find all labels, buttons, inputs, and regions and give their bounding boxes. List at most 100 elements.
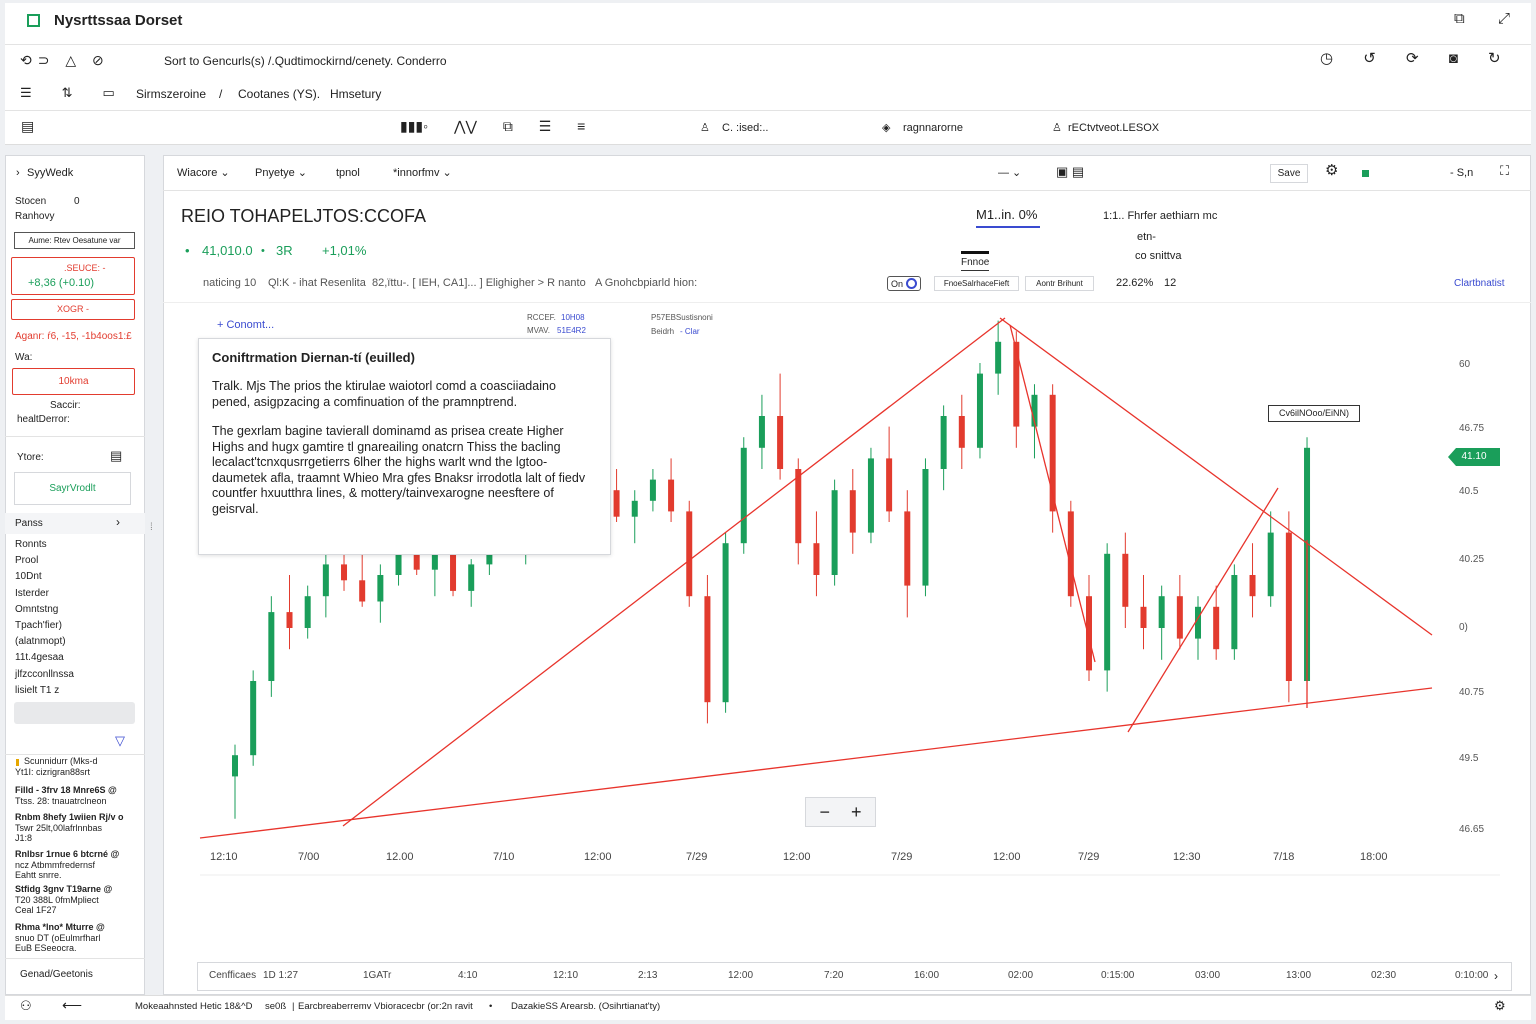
sidebar-header[interactable]: SyyWedk — [27, 167, 74, 179]
tab-label[interactable]: *innorfmv — [393, 167, 440, 179]
trendline — [1127, 487, 1279, 733]
candle-body — [1122, 553, 1129, 607]
crumb[interactable]: Sirmszeroine — [136, 87, 207, 101]
tool-item[interactable]: ♙ — [1052, 122, 1062, 134]
source-box[interactable] — [11, 257, 135, 295]
timeline — [197, 962, 1512, 991]
status-text: se0ß — [265, 1001, 287, 1012]
resizer[interactable]: ⁞ — [150, 522, 153, 533]
tool-item[interactable]: C. :ised:.. — [722, 122, 769, 134]
tab[interactable]: tpnol — [336, 167, 360, 179]
tab-label[interactable]: Pnyetye — [255, 167, 295, 179]
nav-icons[interactable]: ⟲⊃ △ ⊘ — [20, 52, 110, 68]
change: +1,01% — [322, 243, 367, 258]
sidebar-header[interactable]: › — [16, 167, 20, 179]
address[interactable]: Sort to Gencurls(s) /.Qudtimockirnd/cene… — [164, 54, 447, 68]
button[interactable]: XOGR - — [11, 299, 135, 320]
timeline-label: 12:00 — [728, 970, 754, 981]
tool-item[interactable]: ♙ — [700, 122, 710, 134]
label: Stocen — [15, 196, 47, 207]
icons[interactable]: ▣ ▤ — [1056, 164, 1085, 179]
icon[interactable]: ▤ — [110, 448, 123, 463]
candle-body — [250, 681, 257, 756]
desc: co snittva — [1135, 250, 1182, 262]
y-tick-label: 49.5 — [1459, 753, 1479, 764]
divider — [5, 44, 1531, 45]
x-tick-label: 7/29 — [1078, 851, 1100, 863]
news-line: Ceal 1F27 — [15, 905, 57, 915]
timeline-label: 4:10 — [458, 970, 478, 981]
timeline-label: 0:15:00 — [1101, 970, 1135, 981]
section-title[interactable]: Panss — [15, 518, 43, 529]
app-icon — [27, 14, 40, 27]
news-line: EuB ESeeocra. — [15, 943, 77, 953]
tool-item[interactable]: ◈ — [882, 122, 891, 134]
link[interactable]: Clartbnatist — [1454, 278, 1505, 289]
label: Saccir: — [50, 400, 81, 411]
legend: P57EBSustisnoni — [651, 313, 713, 322]
candle-body — [1067, 511, 1074, 597]
chevron[interactable]: › — [1494, 969, 1498, 983]
icon[interactable]: ⤢ — [1498, 10, 1511, 27]
toggle-label[interactable]: On — [891, 279, 904, 289]
select[interactable]: Aume: Rtev Oesatune var — [14, 232, 135, 249]
button[interactable]: 10kma — [12, 368, 135, 395]
tab-label[interactable]: Wiacore — [177, 167, 218, 179]
label: Wa: — [15, 352, 33, 363]
chevron[interactable]: › — [116, 515, 120, 529]
search[interactable] — [14, 702, 135, 724]
fullscreen[interactable]: ⛶ — [1500, 163, 1510, 178]
candle-body — [649, 479, 656, 501]
list-item: Ronnts — [15, 539, 47, 550]
menu-icons[interactable]: ☰⇅▭ — [20, 85, 145, 100]
back-arrow[interactable]: ⟵ — [62, 997, 83, 1013]
icon[interactable]: ⧉ — [1454, 10, 1465, 27]
candle-body — [1104, 553, 1111, 671]
footer[interactable]: Genad/Geetonis — [20, 969, 93, 980]
button[interactable]: FnoeSalrhaceFieft — [934, 276, 1019, 291]
tab[interactable]: *innorfmv ⌄ — [393, 167, 452, 179]
zoom-controls[interactable]: − + — [805, 797, 876, 827]
candle-body — [286, 612, 293, 628]
add-indicator[interactable]: + Conomt... — [217, 319, 275, 331]
section[interactable] — [5, 513, 145, 534]
crumb[interactable]: Hmsetury — [330, 87, 382, 101]
divider — [5, 958, 145, 959]
chart-tools[interactable]: ▮▮▮◦ ⋀⋁ ⧉ ☰ ≡ — [400, 118, 586, 134]
timeline-label: 13:00 — [1286, 970, 1312, 981]
tab[interactable]: Pnyetye ⌄ — [255, 167, 308, 179]
mode[interactable]: M1..in. 0% — [976, 208, 1040, 228]
tool-icons[interactable]: ◷ ↺ ⟳ ◙ ↻ — [1320, 50, 1501, 67]
x-tick-label: 12:30 — [1173, 851, 1201, 863]
x-tick-label: 12:00 — [584, 851, 612, 863]
tool-item[interactable]: rECtvtveot.LESOX — [1068, 122, 1160, 134]
y-tick-label: 0) — [1459, 622, 1468, 633]
filter-icon[interactable]: ▽ — [115, 733, 125, 748]
timeline-label: 16:00 — [914, 970, 940, 981]
settings-icon[interactable]: ⚙ — [1494, 998, 1506, 1013]
marker — [16, 759, 19, 766]
crumb[interactable]: Cootanes (YS). — [238, 87, 321, 101]
candle-body — [413, 553, 420, 570]
candle-body — [886, 458, 893, 512]
tab[interactable]: Wiacore ⌄ — [177, 167, 230, 179]
dropdown[interactable]: — ⌄ — [998, 167, 1022, 179]
grid-icon[interactable]: ▤ — [21, 118, 35, 134]
save-button[interactable]: Save — [1270, 164, 1308, 183]
news-line: Eahtt snrre. — [15, 870, 62, 880]
button[interactable]: Aontr Brihunt — [1025, 276, 1094, 291]
candle-body — [1195, 606, 1202, 639]
toggle-knob[interactable] — [906, 278, 917, 289]
panel-right[interactable]: - S,n — [1450, 167, 1474, 179]
x-tick-label: 12.00 — [386, 851, 414, 863]
candle-body — [867, 458, 874, 533]
candle-body — [958, 416, 965, 448]
tool-item[interactable]: ragnnarorne — [903, 122, 963, 134]
crumb-sep: / — [219, 87, 223, 101]
candle-body — [322, 564, 329, 597]
settings-icon[interactable]: ⚙ — [1325, 162, 1339, 179]
button[interactable]: SayrVrodlt — [14, 472, 131, 505]
status-icon[interactable]: ⚇ — [20, 998, 32, 1013]
bar-indicator — [961, 251, 989, 254]
